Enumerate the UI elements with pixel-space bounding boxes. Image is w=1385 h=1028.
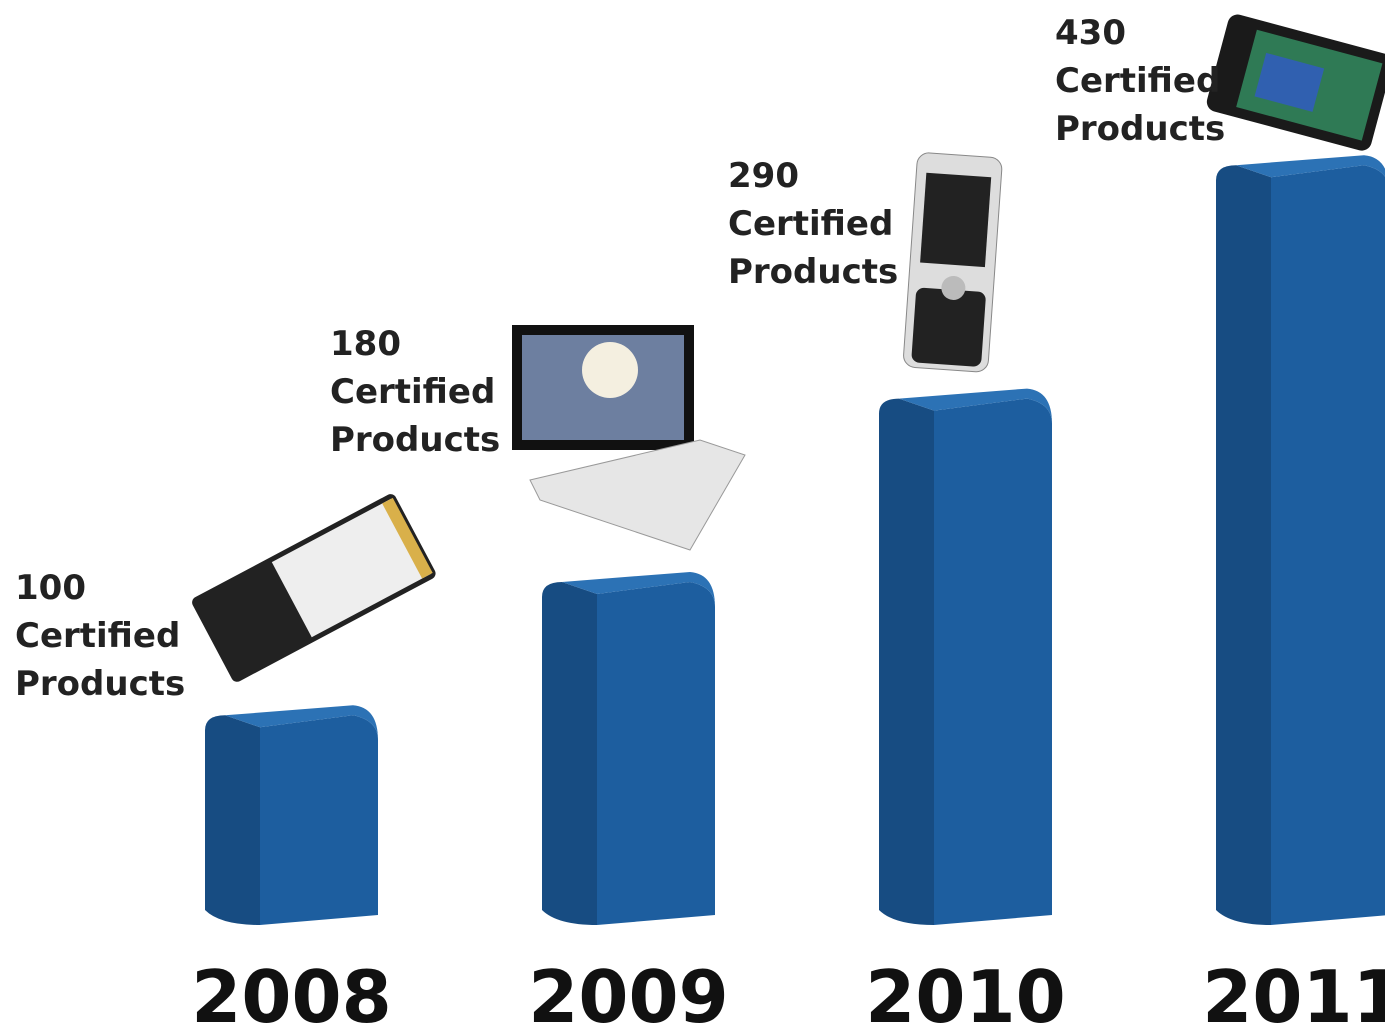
bar-top [1236,155,1385,178]
bar-front [597,581,715,925]
x-tick-label: 2010 [865,955,1065,1028]
value-label-text: Certified [15,616,180,656]
bar-front [934,398,1052,925]
bar-front [260,715,378,925]
value-label: 430 [1055,13,1126,53]
bar-side [205,715,260,925]
bar-front [1271,165,1385,925]
value-label-text: Products [1055,109,1225,149]
value-label-text: Products [330,420,500,460]
value-label-text: Certified [1055,61,1220,101]
bar-side [879,398,934,925]
bar-top [225,705,378,741]
value-label: 100 [15,568,86,608]
x-tick-label: 2011 [1202,955,1385,1028]
bar-top [899,388,1052,424]
device-card [192,494,436,682]
bar [1216,155,1385,925]
value-label-text: Certified [330,372,495,412]
bar-side [542,581,597,925]
x-tick-label: 2008 [191,955,391,1028]
bar-top [562,571,715,607]
value-label-text: Products [15,664,185,704]
bar-side [1216,165,1271,925]
devices [192,14,1385,682]
value-label: 180 [330,324,401,364]
device-tablet [1206,14,1385,151]
bar [542,571,715,925]
value-label: 290 [728,156,799,196]
bar [205,705,378,925]
device-laptop [512,325,746,551]
bar [879,388,1052,925]
device-phone [903,152,1003,373]
value-label-text: Certified [728,204,893,244]
x-tick-label: 2009 [528,955,728,1028]
value-label-text: Products [728,252,898,292]
